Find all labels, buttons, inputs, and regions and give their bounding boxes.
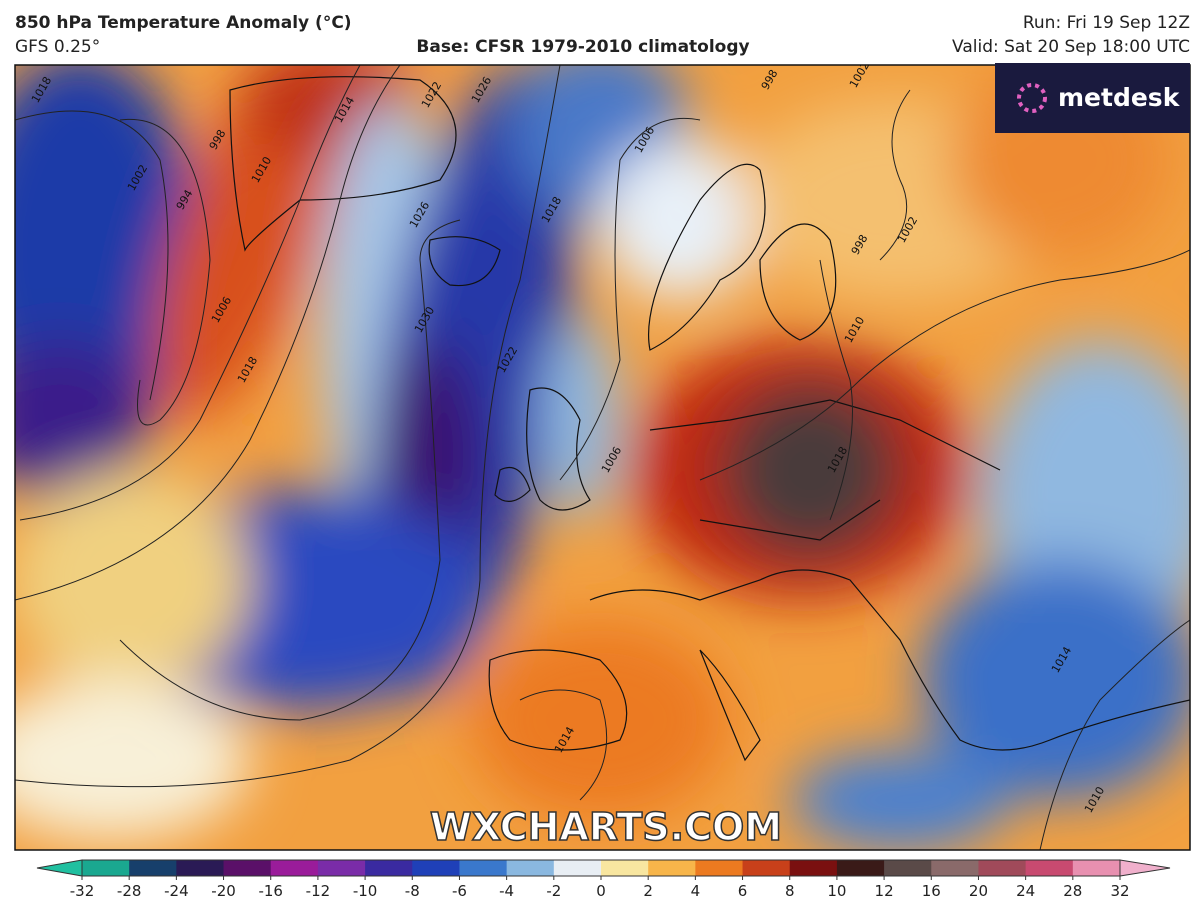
- colorbar-label: 16: [922, 882, 941, 900]
- logo-icon: [1017, 83, 1047, 113]
- colorbar-label: 6: [738, 882, 748, 900]
- colorbar-label: -32: [70, 882, 95, 900]
- colorbar-label: -28: [117, 882, 142, 900]
- map-frame: [14, 64, 1191, 851]
- colorbar-segment: [223, 860, 272, 876]
- valid-time: Valid: Sat 20 Sep 18:00 UTC: [952, 37, 1190, 57]
- colorbar-label: 32: [1110, 882, 1129, 900]
- colorbar-label: -16: [258, 882, 283, 900]
- colorbar-segment: [317, 860, 366, 876]
- watermark: WXCHARTS.COM: [430, 805, 782, 849]
- colorbar-segment: [1072, 860, 1121, 876]
- model: GFS 0.25°: [15, 37, 100, 57]
- colorbar-segment: [365, 860, 413, 876]
- base: Base: CFSR 1979-2010 climatology: [416, 37, 749, 57]
- colorbar-segment: [1025, 860, 1074, 876]
- colorbar-label: 2: [643, 882, 653, 900]
- colorbar-segment: [695, 860, 744, 876]
- colorbar-label: 4: [691, 882, 701, 900]
- colorbar-segment: [601, 860, 649, 876]
- colorbar-label: 20: [969, 882, 988, 900]
- colorbar-segment: [789, 860, 838, 876]
- colorbar-segment: [176, 860, 225, 876]
- colorbar-under: [36, 859, 83, 877]
- colorbar-label: 10: [827, 882, 846, 900]
- colorbar-label: -8: [405, 882, 420, 900]
- colorbar-label: 24: [1016, 882, 1035, 900]
- colorbar-segment: [129, 860, 177, 876]
- colorbar-segment: [931, 860, 979, 876]
- colorbar-label: -20: [211, 882, 236, 900]
- colorbar-label: -24: [164, 882, 189, 900]
- logo-box: [995, 63, 1190, 133]
- colorbar-label: 8: [785, 882, 795, 900]
- colorbar-label: -10: [353, 882, 378, 900]
- colorbar-label: 28: [1063, 882, 1082, 900]
- colorbar-segment: [648, 860, 696, 876]
- colorbar-segment: [978, 860, 1027, 876]
- colorbar-label: -6: [452, 882, 467, 900]
- colorbar-label: -12: [306, 882, 331, 900]
- colorbar-segment: [506, 860, 555, 876]
- colorbar-label: -2: [546, 882, 561, 900]
- colorbar-segment: [459, 860, 508, 876]
- logo-text: metdesk: [1058, 83, 1181, 112]
- colorbar-segment: [270, 860, 319, 876]
- colorbar-segment: [884, 860, 932, 876]
- colorbar-segment: [742, 860, 791, 876]
- colorbar-label: -4: [499, 882, 514, 900]
- colorbar-label: 0: [596, 882, 606, 900]
- colorbar-over: [1119, 859, 1171, 877]
- run-time: Run: Fri 19 Sep 12Z: [1023, 13, 1190, 33]
- colorbar: -32 -28 -24 -20 -16 -12 -10 -8 -6 -4 -2 0 2 4 6 8 10 12 16…: [36, 859, 1171, 900]
- colorbar-segment: [82, 860, 130, 876]
- colorbar-segment: [412, 860, 460, 876]
- colorbar-label: 12: [875, 882, 894, 900]
- colorbar-segment: [553, 860, 602, 876]
- colorbar-segment: [836, 860, 885, 876]
- title: 850 hPa Temperature Anomaly (°C): [15, 13, 352, 33]
